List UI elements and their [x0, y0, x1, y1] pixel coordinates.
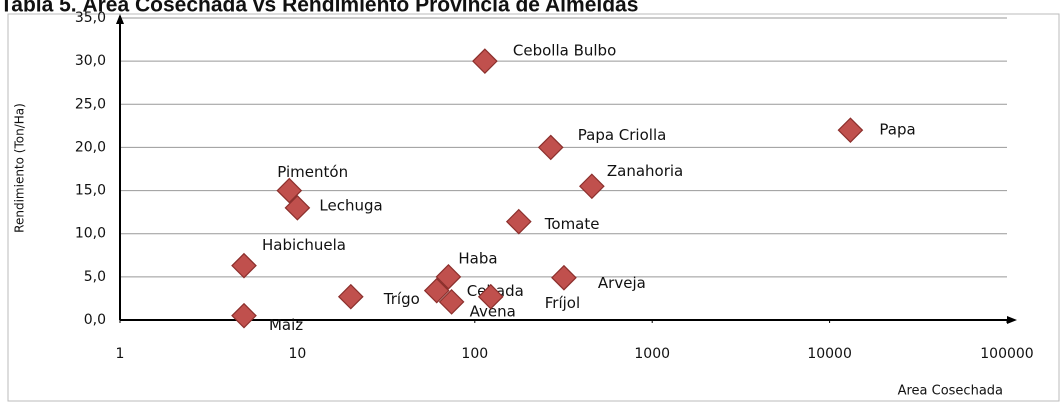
- chart-title: Tabla 5. Área Cosechada vs Rendimiento P…: [0, 0, 638, 17]
- point: [477, 283, 504, 310]
- point: [579, 173, 605, 200]
- point-label: Habichuela: [262, 236, 346, 254]
- point: [276, 177, 303, 204]
- point-label: Pimentón: [277, 163, 348, 181]
- point-label: Maiz: [269, 316, 303, 334]
- x-tick-label: 100000: [980, 346, 1033, 362]
- point: [438, 289, 465, 315]
- point-label: Tomate: [544, 215, 600, 233]
- point-label: Fríjol: [545, 294, 580, 312]
- point: [551, 264, 577, 291]
- frame: [7, 13, 1060, 402]
- x-axis-label: Area Cosechada: [898, 384, 1003, 399]
- x-tick-label: 100: [461, 346, 488, 362]
- point-label: Zanahoria: [607, 162, 683, 180]
- point: [537, 134, 564, 161]
- y-tick-label: 20,0: [75, 139, 106, 155]
- x-tick-label: 10: [288, 346, 306, 362]
- y-axis-label: Rendimiento (Ton/Ha): [13, 103, 27, 233]
- point-label: Papa: [879, 121, 915, 139]
- x-tick-label: 10000: [807, 346, 852, 362]
- y-axis-arrow: [116, 14, 124, 24]
- point-label: Avena: [470, 302, 516, 320]
- point-label: Cebolla Bulbo: [513, 42, 616, 60]
- y-tick-label: 30,0: [75, 53, 106, 69]
- y-tick-label: 25,0: [75, 96, 106, 112]
- y-tick-label: 5,0: [84, 269, 106, 285]
- point: [423, 277, 450, 304]
- point-label: Arveja: [598, 274, 646, 292]
- point: [337, 283, 364, 310]
- point: [231, 252, 257, 279]
- point: [837, 117, 864, 144]
- x-tick-label: 1000: [634, 346, 670, 362]
- point: [505, 208, 532, 235]
- point-label: Haba: [458, 249, 497, 267]
- point: [284, 194, 311, 221]
- y-tick-label: 15,0: [75, 183, 106, 199]
- y-tick-label: 35,0: [75, 10, 106, 26]
- point: [435, 264, 462, 290]
- point: [472, 48, 498, 74]
- x-tick-label: 1: [116, 346, 125, 362]
- x-axis-arrow: [1007, 316, 1017, 324]
- y-tick-label: 0,0: [84, 312, 106, 328]
- point-label: Trígo: [383, 290, 420, 308]
- point-label: Lechuga: [319, 196, 382, 214]
- y-tick-label: 10,0: [75, 226, 106, 242]
- point: [231, 302, 257, 329]
- point-label: Papa Criolla: [578, 126, 667, 144]
